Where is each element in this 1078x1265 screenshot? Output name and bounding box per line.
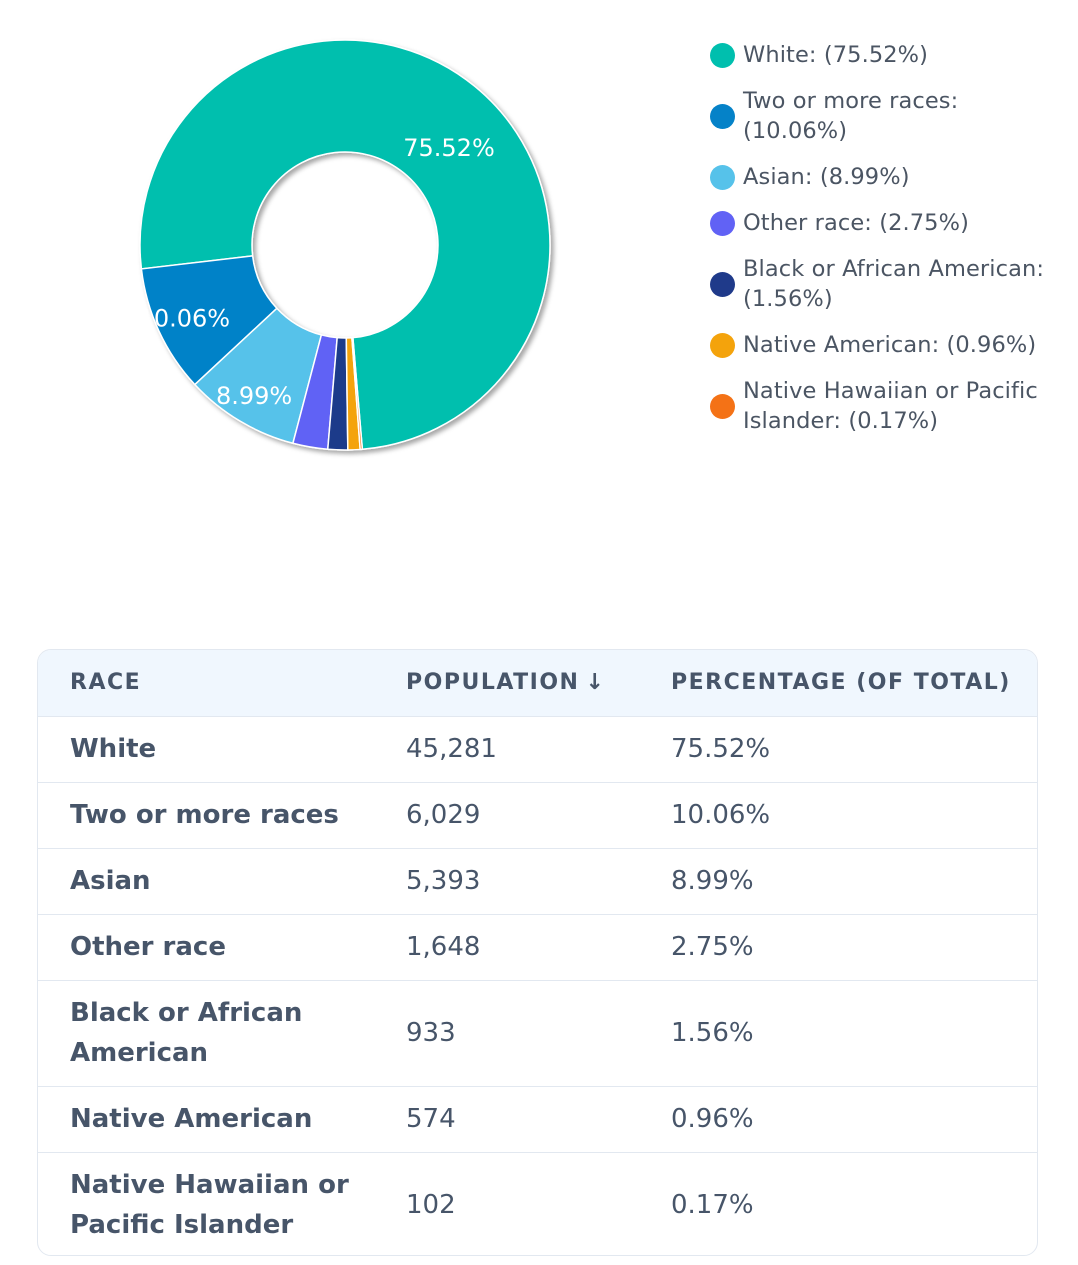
legend-dot-icon <box>710 165 735 190</box>
legend-item-native-hawaiian-or-pacific-islander[interactable]: Native Hawaiian or Pacific Islander: (0.… <box>708 376 1068 436</box>
slice-label-asian: 8.99% <box>216 382 292 410</box>
legend-dot-icon <box>710 43 735 68</box>
percentage-cell: 10.06% <box>639 782 1037 849</box>
population-cell: 6,029 <box>374 782 639 849</box>
column-header-race[interactable]: RACE <box>38 650 374 717</box>
population-cell: 45,281 <box>374 716 639 783</box>
sort-down-arrow-icon[interactable]: ↓ <box>585 670 606 696</box>
legend-label: Black or African American: (1.56%) <box>743 256 1045 312</box>
population-cell: 102 <box>406 1190 456 1221</box>
legend-label: Two or more races: (10.06%) <box>743 88 959 144</box>
table-row: Native American 574 0.96% <box>38 1086 1037 1153</box>
percentage-cell: 8.99% <box>639 848 1037 915</box>
race-table: RACE POPULATION ↓ PERCENTAGE (OF TOTAL) W… <box>38 650 1037 1255</box>
table-row: Black or African American 933 1.56% <box>38 980 1037 1087</box>
legend-item-white[interactable]: White: (75.52%) <box>708 40 1068 70</box>
column-header-label: RACE <box>70 670 142 696</box>
legend-dot-icon <box>710 394 735 419</box>
slice-white[interactable] <box>139 39 551 451</box>
table-row: Two or more races 6,029 10.06% <box>38 782 1037 849</box>
legend-dot-icon <box>710 333 735 358</box>
population-cell: 5,393 <box>374 848 639 915</box>
slice-label-white: 75.52% <box>403 134 495 162</box>
legend-dot-icon <box>710 104 735 129</box>
percentage-cell: 2.75% <box>639 914 1037 981</box>
race-cell: White <box>38 716 374 783</box>
legend-item-native-american[interactable]: Native American: (0.96%) <box>708 330 1068 360</box>
legend-item-two-or-more-races[interactable]: Two or more races: (10.06%) <box>708 86 1068 146</box>
population-cell: 933 <box>374 980 639 1087</box>
race-cell: Black or African American <box>38 980 374 1087</box>
legend-item-other-race[interactable]: Other race: (2.75%) <box>708 208 1068 238</box>
table-row: Native Hawaiian or Pacific Islander 102 … <box>38 1152 1037 1255</box>
legend-label: White: (75.52%) <box>743 42 929 68</box>
legend-label: Native American: (0.96%) <box>743 332 1037 358</box>
percentage-cell: 1.56% <box>639 980 1037 1087</box>
table-header-row: RACE POPULATION ↓ PERCENTAGE (OF TOTAL) <box>38 650 1037 717</box>
table-row: Asian 5,393 8.99% <box>38 848 1037 915</box>
race-cell: Asian <box>38 848 374 915</box>
slice-label-two-or-more-races: 10.06% <box>139 304 231 332</box>
percentage-cell: 75.52% <box>639 716 1037 783</box>
column-header-population[interactable]: POPULATION ↓ <box>374 650 639 717</box>
table-row: Other race 1,648 2.75% <box>38 914 1037 981</box>
population-cell: 574 <box>374 1086 639 1153</box>
legend-dot-icon <box>710 272 735 297</box>
slice-native-hawaiian-or-pacific-islander[interactable] <box>351 336 364 451</box>
race-cell: Two or more races <box>38 782 374 849</box>
legend-dot-icon <box>710 211 735 236</box>
legend-label: Asian: (8.99%) <box>743 164 910 190</box>
column-header-label: POPULATION <box>406 670 580 696</box>
legend-item-black-or-african-american[interactable]: Black or African American: (1.56%) <box>708 254 1068 314</box>
legend-label: Native Hawaiian or Pacific Islander: (0.… <box>743 378 1038 434</box>
legend-item-asian[interactable]: Asian: (8.99%) <box>708 162 1068 192</box>
legend-label: Other race: (2.75%) <box>743 210 969 236</box>
race-cell: Other race <box>38 914 374 981</box>
race-table-card: RACE POPULATION ↓ PERCENTAGE (OF TOTAL) W… <box>37 649 1038 1256</box>
percentage-cell: 0.17% <box>671 1190 754 1221</box>
race-cell: Native American <box>38 1086 374 1153</box>
donut-chart-svg: 75.52% 10.06% 8.99% <box>139 39 551 451</box>
column-header-percentage[interactable]: PERCENTAGE (OF TOTAL) <box>639 650 1037 717</box>
column-header-label: PERCENTAGE (OF TOTAL) <box>671 670 1011 696</box>
table-row: White 45,281 75.52% <box>38 716 1037 783</box>
population-cell: 1,648 <box>374 914 639 981</box>
race-cell: Native Hawaiian or Pacific Islander <box>70 1170 349 1241</box>
percentage-cell: 0.96% <box>639 1086 1037 1153</box>
chart-legend: White: (75.52%) Two or more races: (10.0… <box>708 40 1068 452</box>
donut-chart: 75.52% 10.06% 8.99% <box>130 30 560 460</box>
